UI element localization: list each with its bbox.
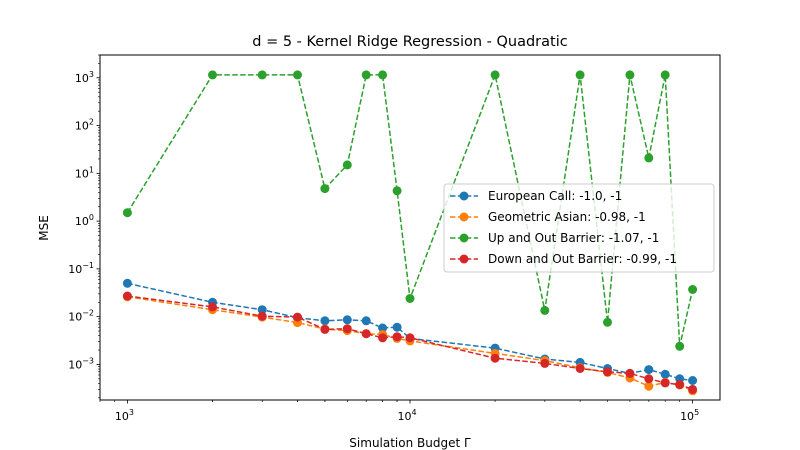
legend-box bbox=[443, 183, 715, 273]
data-point bbox=[625, 70, 635, 80]
data-point bbox=[675, 341, 685, 351]
data-point bbox=[257, 311, 267, 321]
x-axis-label: Simulation Budget Γ bbox=[349, 436, 471, 450]
data-point bbox=[122, 208, 132, 218]
y-tick-label: 102 bbox=[75, 118, 94, 133]
data-point bbox=[122, 291, 132, 301]
y-tick-label: 100 bbox=[75, 213, 94, 228]
data-point bbox=[603, 317, 612, 327]
data-point bbox=[122, 278, 132, 288]
legend-marker bbox=[459, 212, 469, 222]
legend-entry: Down and Out Barrier: -0.99, -1 bbox=[450, 252, 677, 266]
data-point bbox=[392, 332, 402, 342]
data-point bbox=[378, 70, 388, 80]
data-point bbox=[575, 364, 585, 373]
legend-marker bbox=[459, 233, 469, 243]
legend-marker bbox=[459, 191, 469, 201]
data-point bbox=[644, 374, 654, 384]
y-axis-label: MSE bbox=[37, 215, 51, 241]
data-point bbox=[660, 378, 670, 388]
y-tick-label: 10−3 bbox=[68, 356, 94, 371]
series-3 bbox=[122, 291, 698, 394]
legend-label: Up and Out Barrier: -1.07, -1 bbox=[488, 231, 659, 245]
data-point bbox=[660, 369, 670, 379]
axis-ticks-group: 103 104 105 10−3 10−2 10−1 100 101 102 103 bbox=[68, 54, 699, 423]
data-point bbox=[293, 70, 302, 80]
data-point bbox=[378, 323, 388, 333]
series-2 bbox=[122, 70, 698, 351]
data-point bbox=[644, 365, 654, 375]
data-point bbox=[320, 316, 330, 326]
data-point bbox=[378, 333, 388, 343]
data-point bbox=[320, 184, 330, 194]
legend: European Call: -1.0, -1 Geometric Asian: … bbox=[443, 183, 715, 273]
data-point bbox=[405, 333, 415, 343]
data-point bbox=[392, 186, 402, 196]
data-point bbox=[644, 381, 654, 391]
data-point bbox=[342, 160, 352, 170]
y-tick-label: 101 bbox=[75, 165, 94, 180]
chart-title: d = 5 - Kernel Ridge Regression - Quadra… bbox=[252, 34, 567, 50]
data-point bbox=[361, 316, 371, 326]
data-point bbox=[625, 368, 635, 378]
data-point bbox=[342, 324, 352, 334]
data-point bbox=[405, 294, 415, 303]
data-point bbox=[490, 70, 500, 80]
data-point bbox=[660, 70, 670, 80]
data-point bbox=[361, 329, 371, 339]
data-point bbox=[208, 302, 217, 312]
data-point bbox=[575, 70, 585, 80]
legend-entry: Up and Out Barrier: -1.07, -1 bbox=[450, 231, 659, 245]
legend-label: Geometric Asian: -0.98, -1 bbox=[488, 210, 646, 224]
data-point bbox=[688, 285, 698, 294]
data-point bbox=[603, 367, 612, 377]
data-point bbox=[675, 380, 685, 389]
data-point bbox=[293, 312, 302, 322]
legend-label: European Call: -1.0, -1 bbox=[488, 189, 622, 203]
data-point bbox=[688, 384, 698, 394]
data-point bbox=[257, 305, 267, 315]
data-point bbox=[490, 353, 500, 363]
data-point bbox=[320, 324, 330, 334]
x-tick-label: 104 bbox=[397, 408, 416, 423]
y-tick-label: 10−1 bbox=[68, 261, 94, 276]
x-tick-label: 105 bbox=[680, 408, 699, 423]
y-tick-label: 103 bbox=[75, 70, 94, 85]
legend-marker bbox=[459, 254, 469, 264]
data-point bbox=[208, 70, 217, 80]
y-tick-label: 10−2 bbox=[68, 309, 94, 324]
data-point bbox=[688, 376, 698, 385]
data-point bbox=[257, 70, 267, 80]
legend-entry: European Call: -1.0, -1 bbox=[450, 189, 622, 203]
data-point bbox=[342, 315, 352, 325]
x-tick-label: 103 bbox=[115, 408, 134, 423]
data-point bbox=[644, 153, 654, 163]
series-group bbox=[122, 70, 698, 396]
data-point bbox=[540, 305, 550, 315]
data-point bbox=[392, 322, 402, 332]
plot-area-frame bbox=[99, 54, 721, 401]
legend-label: Down and Out Barrier: -0.99, -1 bbox=[488, 252, 677, 266]
data-point bbox=[361, 70, 371, 80]
data-point bbox=[540, 358, 550, 368]
legend-entry: Geometric Asian: -0.98, -1 bbox=[450, 210, 646, 224]
